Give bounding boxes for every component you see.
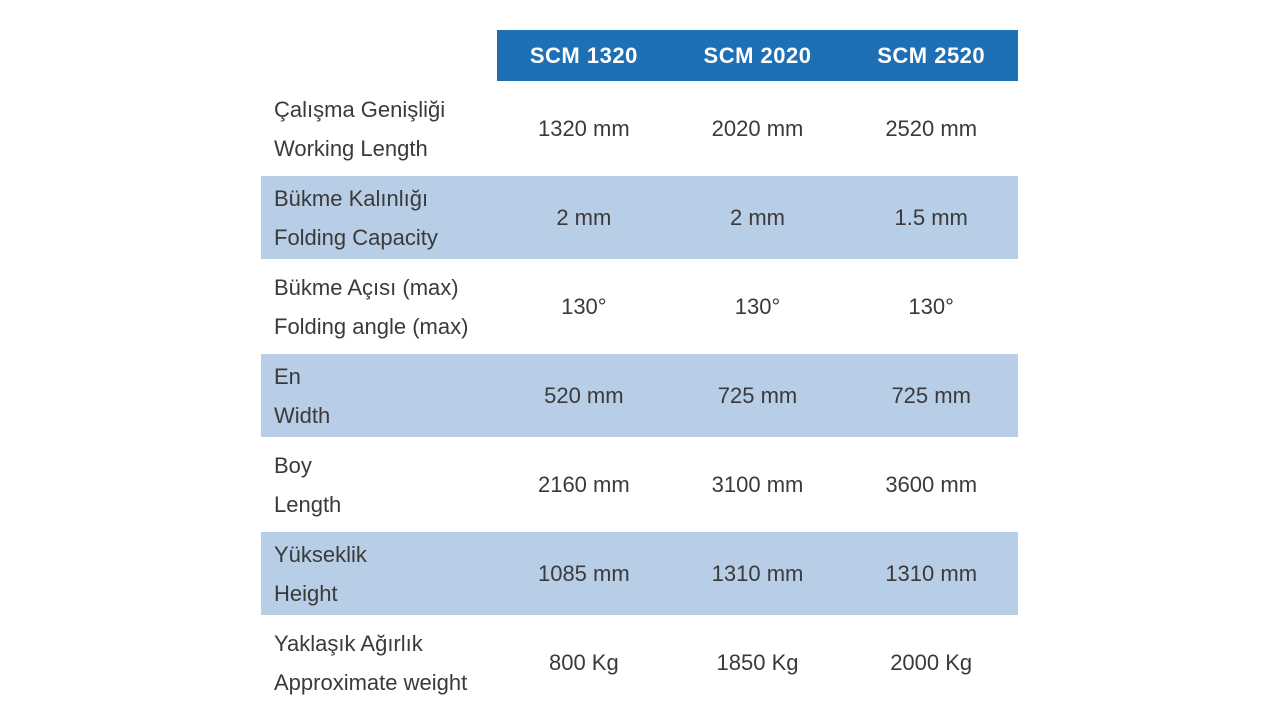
- table-row: Yükseklik Height 1085 mm 1310 mm 1310 mm: [261, 532, 1018, 615]
- row-label-tr: Bükme Kalınlığı: [274, 185, 429, 211]
- row-label: Çalışma Genişliği Working Length: [261, 87, 497, 170]
- value-cell: 1.5 mm: [894, 204, 968, 230]
- row-label-en: Working Length: [274, 135, 428, 161]
- value-cell: 1320 mm: [537, 115, 630, 141]
- table-row: Çalışma Genişliği Working Length 1320 mm…: [261, 87, 1018, 170]
- row-label-en: Approximate weight: [274, 669, 468, 695]
- row-label: Bükme Kalınlığı Folding Capacity: [261, 176, 497, 259]
- value-cell: 1310 mm: [885, 560, 978, 586]
- row-label-en: Folding Capacity: [274, 224, 438, 250]
- table-row: Yaklaşık Ağırlık Approximate weight 800 …: [261, 621, 1018, 704]
- header-spacer: [261, 30, 497, 81]
- row-label-tr: Çalışma Genişliği: [274, 96, 446, 122]
- value-cell: 1085 mm: [537, 560, 630, 586]
- spec-table: SCM 1320 SCM 2020 SCM 2520 Çalışma Geniş…: [261, 30, 1018, 710]
- model-header-scm-2520: SCM 2520: [877, 42, 986, 68]
- value-cell: 2160 mm: [537, 471, 630, 497]
- value-cell: 2000 Kg: [890, 649, 973, 675]
- value-cell: 2 mm: [730, 204, 785, 230]
- value-cell: 725 mm: [717, 382, 798, 408]
- value-cell: 520 mm: [544, 382, 624, 408]
- row-label-en: Length: [274, 491, 342, 517]
- model-header-scm-1320: SCM 1320: [529, 42, 638, 68]
- row-label-en: Width: [274, 402, 331, 428]
- value-cell: 2 mm: [556, 204, 612, 230]
- value-cell: 3600 mm: [885, 471, 978, 497]
- value-cell: 800 Kg: [548, 649, 619, 675]
- value-cell: 130°: [908, 293, 954, 319]
- table-row: En Width 520 mm 725 mm 725 mm: [261, 354, 1018, 437]
- value-cell: 2520 mm: [885, 115, 978, 141]
- table-row: Bükme Kalınlığı Folding Capacity 2 mm 2 …: [261, 176, 1018, 259]
- row-label-tr: En: [274, 363, 301, 389]
- row-label: Yaklaşık Ağırlık Approximate weight: [261, 621, 497, 704]
- value-cell: 725 mm: [891, 382, 971, 408]
- row-label-tr: Boy: [274, 452, 312, 478]
- row-label: En Width: [261, 354, 497, 437]
- value-cell: 130°: [561, 293, 607, 319]
- value-cell: 1850 Kg: [716, 649, 799, 675]
- row-label-en: Folding angle (max): [274, 313, 469, 339]
- row-label: Boy Length: [261, 443, 497, 526]
- table-row: Boy Length 2160 mm 3100 mm 3600 mm: [261, 443, 1018, 526]
- model-header-scm-2020: SCM 2020: [703, 42, 812, 68]
- row-label: Yükseklik Height: [261, 532, 497, 615]
- value-cell: 2020 mm: [711, 115, 804, 141]
- row-label-tr: Yaklaşık Ağırlık: [274, 630, 423, 656]
- row-label-en: Height: [274, 580, 338, 606]
- value-cell: 3100 mm: [711, 471, 804, 497]
- row-label: Bükme Açısı (max) Folding angle (max): [261, 265, 497, 348]
- header-row: SCM 1320 SCM 2020 SCM 2520: [261, 30, 1018, 81]
- header-models: SCM 1320 SCM 2020 SCM 2520: [497, 30, 1018, 81]
- row-label-tr: Bükme Açısı (max): [274, 274, 459, 300]
- row-label-tr: Yükseklik: [274, 541, 367, 567]
- value-cell: 130°: [734, 293, 781, 319]
- table-row: Bükme Açısı (max) Folding angle (max) 13…: [261, 265, 1018, 348]
- value-cell: 1310 mm: [711, 560, 804, 586]
